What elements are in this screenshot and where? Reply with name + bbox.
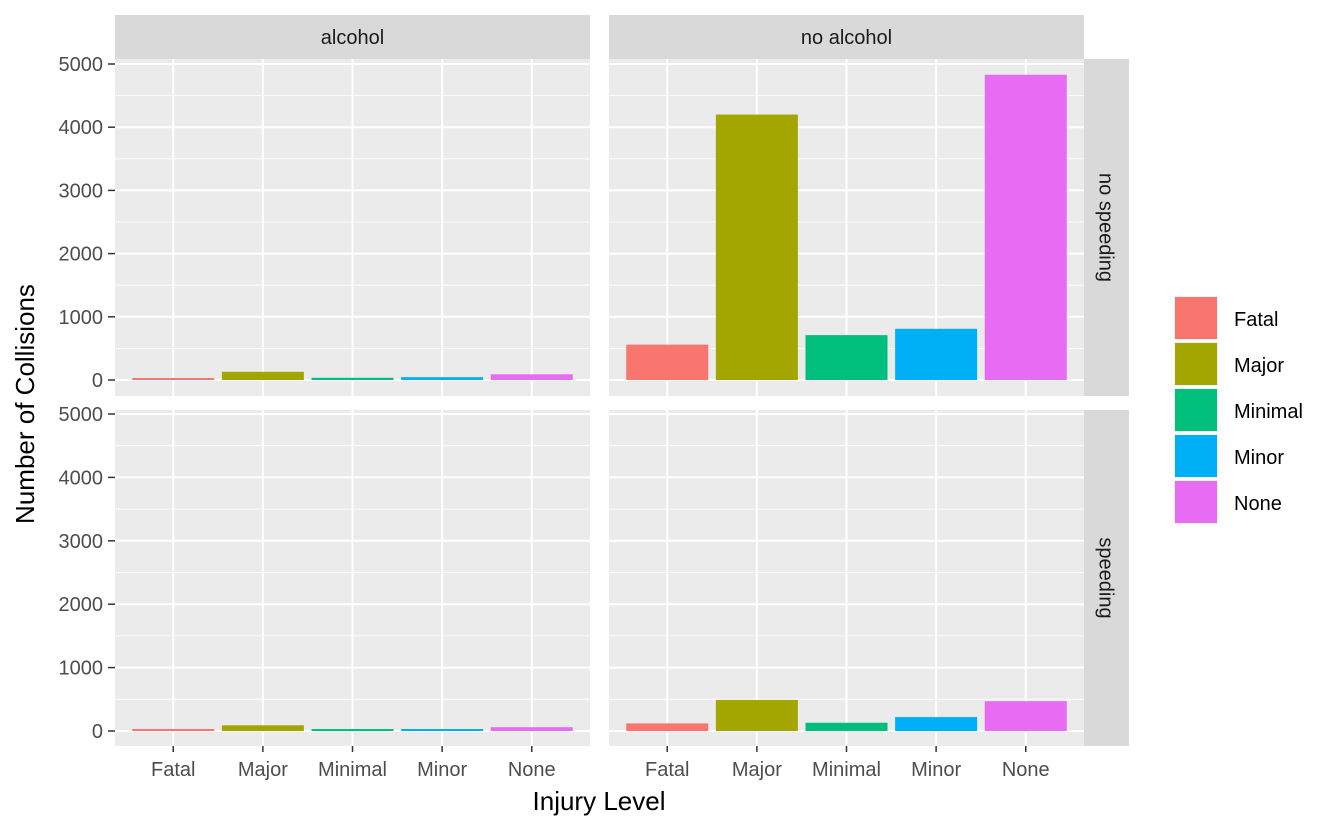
x-axis-title: Injury Level <box>533 786 666 816</box>
panel-alcohol-speeding <box>115 410 590 746</box>
y-tick-label: 4000 <box>59 467 104 489</box>
y-tick-label: 0 <box>92 721 103 743</box>
bar-fatal <box>626 344 709 380</box>
panel-alcohol-no-speeding <box>115 59 590 396</box>
bar-minor <box>401 729 484 731</box>
panel-no-alcohol-speeding <box>609 410 1084 746</box>
y-tick-label: 0 <box>92 370 103 392</box>
y-tick-label: 2000 <box>59 244 104 266</box>
x-tick-label: Fatal <box>151 759 195 781</box>
x-tick-label: Minor <box>911 759 961 781</box>
y-tick-label: 4000 <box>59 117 104 139</box>
facet-strip-speeding <box>1084 410 1129 746</box>
bar-minor <box>895 328 978 380</box>
legend-item-major: Major <box>1174 342 1284 386</box>
y-axis: 0 1000 2000 3000 4000 5000 0 1000 2000 3000 4000 50… <box>59 54 115 743</box>
y-tick-label: 1000 <box>59 658 104 680</box>
y-tick-label: 3000 <box>59 531 104 553</box>
legend-label: None <box>1234 493 1282 515</box>
facet-strip-alcohol <box>115 15 590 59</box>
x-axis: Fatal Major Minimal Minor None Fatal Major Mini… <box>151 746 1050 781</box>
bar-none <box>490 727 573 731</box>
bar-major <box>221 371 304 380</box>
x-tick-label: Minimal <box>318 759 387 781</box>
bar-minor <box>401 377 484 380</box>
y-axis-title: Number of Collisions <box>10 284 40 524</box>
bar-none <box>984 74 1067 380</box>
legend-swatch <box>1175 435 1217 477</box>
bar-minimal <box>311 377 394 380</box>
y-tick-label: 5000 <box>59 404 104 426</box>
legend-label: Minimal <box>1234 401 1303 423</box>
facet-strip-label: speeding <box>1095 537 1117 618</box>
facet-strip-label: alcohol <box>321 27 384 49</box>
bar-none <box>490 374 573 380</box>
legend-swatch <box>1175 481 1217 523</box>
bar-minor <box>895 717 978 731</box>
y-tick-label: 1000 <box>59 307 104 329</box>
bar-fatal <box>132 378 215 380</box>
bar-minimal <box>311 729 394 731</box>
facet-strip-label: no speeding <box>1095 173 1117 282</box>
x-tick-label: Major <box>732 759 782 781</box>
x-tick-label: Fatal <box>645 759 689 781</box>
legend-label: Major <box>1234 355 1284 377</box>
legend-swatch <box>1175 297 1217 339</box>
x-tick-label: Minor <box>417 759 467 781</box>
legend-item-fatal: Fatal <box>1174 296 1278 340</box>
legend: Fatal Major Minimal Minor None <box>1174 296 1303 524</box>
legend-item-minimal: Minimal <box>1174 388 1303 432</box>
legend-label: Minor <box>1234 447 1284 469</box>
bar-minimal <box>805 722 888 731</box>
legend-item-none: None <box>1174 480 1282 524</box>
x-tick-label: Minimal <box>812 759 881 781</box>
panels-layer: alcohol no alcohol no speeding speeding <box>115 15 1129 746</box>
x-tick-label: None <box>508 759 556 781</box>
x-tick-label: None <box>1002 759 1050 781</box>
y-tick-label: 3000 <box>59 180 104 202</box>
bar-major <box>715 699 798 731</box>
bar-none <box>984 701 1067 731</box>
panel-no-alcohol-no-speeding <box>609 59 1084 396</box>
bar-major <box>221 725 304 731</box>
legend-swatch <box>1175 343 1217 385</box>
facet-strip-no-speeding <box>1084 59 1129 396</box>
y-tick-label: 5000 <box>59 54 104 76</box>
facet-strip-no-alcohol <box>609 15 1084 59</box>
bar-fatal <box>132 729 215 731</box>
y-tick-label: 2000 <box>59 594 104 616</box>
x-tick-label: Major <box>238 759 288 781</box>
legend-swatch <box>1175 389 1217 431</box>
legend-label: Fatal <box>1234 309 1278 331</box>
legend-item-minor: Minor <box>1174 434 1284 478</box>
bar-fatal <box>626 723 709 731</box>
facet-strip-label: no alcohol <box>801 27 892 49</box>
bar-minimal <box>805 335 888 380</box>
bar-major <box>715 114 798 380</box>
